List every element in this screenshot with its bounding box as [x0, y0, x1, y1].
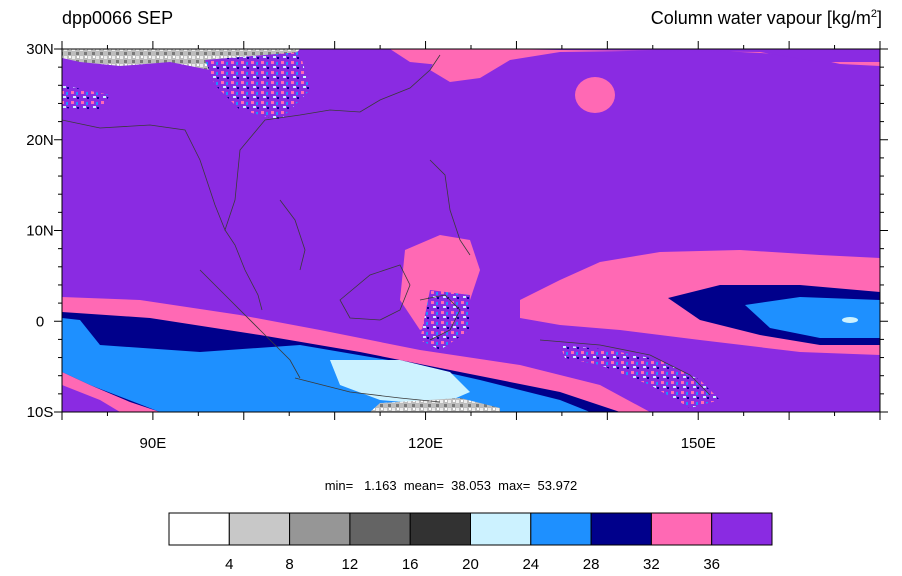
colorbar-swatch — [228, 512, 291, 546]
field-sulawesi-noise — [420, 290, 470, 350]
colorbar-label: 4 — [225, 556, 233, 573]
colorbar-swatch — [289, 512, 351, 546]
colorbar-label: 12 — [342, 556, 359, 573]
field-west-noise — [62, 85, 110, 110]
axis-ticks — [54, 41, 888, 420]
colorbar-label: 28 — [583, 556, 600, 573]
lat-labels: 30N 20N 10N 0 10S — [26, 41, 54, 421]
lat-label: 0 — [36, 313, 44, 330]
lon-labels: 90E 120E 150E — [140, 435, 716, 452]
colorbar-swatch — [409, 512, 472, 546]
field-mountain-noise — [205, 52, 310, 120]
lat-label: 30N — [26, 41, 54, 58]
plot-title-left: dpp0066 SEP — [62, 8, 174, 28]
field-pacific-blue-core — [745, 297, 880, 338]
colorbar-swatch — [650, 512, 713, 546]
lon-label: 150E — [681, 435, 716, 452]
map-field — [62, 49, 880, 412]
lon-label: 120E — [408, 435, 443, 452]
field-pink-blob — [575, 77, 615, 113]
field-pacific-lightblue-spot — [842, 317, 858, 323]
colorbar-swatch — [349, 512, 411, 546]
colorbar-label: 8 — [285, 556, 293, 573]
field-new-guinea-noise — [560, 345, 720, 408]
coastlines — [62, 54, 711, 403]
lat-label: 20N — [26, 132, 54, 149]
colorbar-swatch — [590, 512, 652, 546]
plot-title-right: Column water vapour [kg/m2] — [650, 8, 882, 28]
colorbar-label: 36 — [703, 556, 720, 573]
lon-label: 90E — [140, 435, 167, 452]
colorbar-label: 32 — [643, 556, 660, 573]
lat-label: 10S — [27, 404, 54, 421]
colorbar-swatch — [711, 512, 773, 546]
colorbar-swatch — [168, 512, 230, 546]
field-java-noise — [370, 398, 500, 412]
colorbar-label: 24 — [522, 556, 539, 573]
stats-line: min= 1.163 mean= 38.053 max= 53.972 — [324, 478, 578, 493]
colorbar — [168, 512, 773, 546]
colorbar-label: 16 — [402, 556, 419, 573]
colorbar-label: 20 — [462, 556, 479, 573]
colorbar-labels: 4 8 12 16 20 24 28 32 36 — [225, 556, 720, 573]
lat-label: 10N — [26, 223, 54, 240]
field-sw-purple — [62, 385, 120, 412]
colorbar-swatch — [530, 512, 592, 546]
field-nw-pacific-purple — [500, 49, 880, 62]
colorbar-swatch — [470, 512, 532, 546]
